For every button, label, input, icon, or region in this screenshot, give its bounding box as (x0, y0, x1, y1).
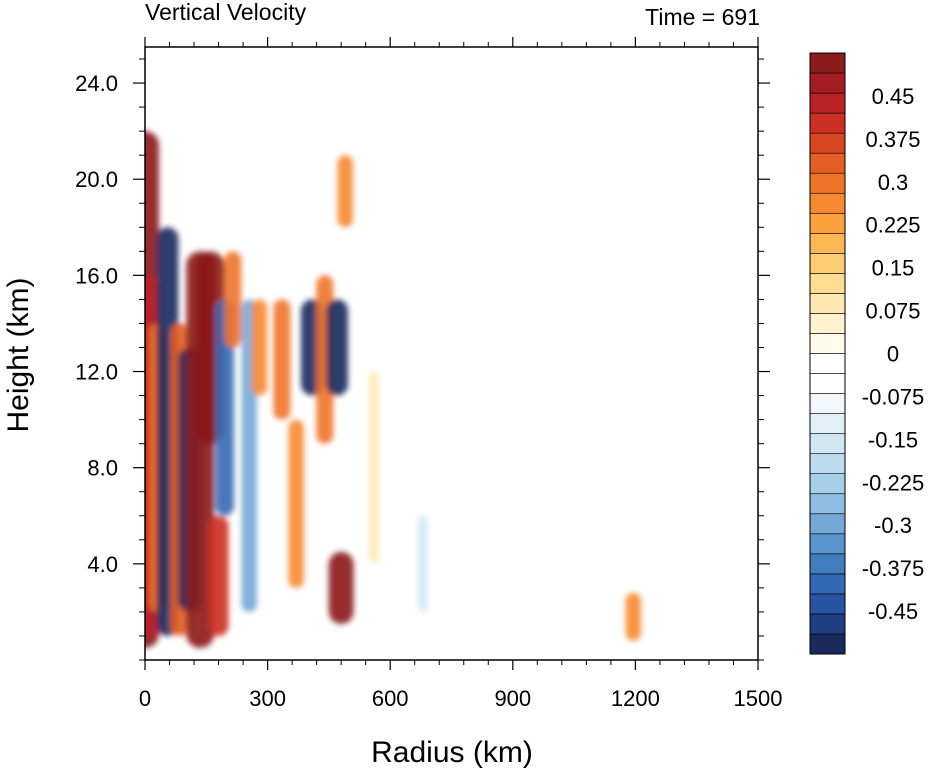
colorbar-swatch (809, 313, 846, 334)
colorbar-labels: 0.45 0.375 0.3 0.225 0.15 0.075 0 -0.075… (862, 84, 924, 624)
colorbar-swatch (809, 172, 846, 194)
y-tick-label: 24.0 (75, 71, 118, 96)
colorbar-label: 0.3 (878, 170, 909, 195)
x-tick-label: 900 (494, 686, 531, 711)
x-tick-label: 600 (372, 686, 409, 711)
colorbar-swatch (809, 52, 846, 74)
velocity-feature (208, 515, 229, 636)
colorbar-label: 0 (887, 342, 899, 367)
velocity-feature (368, 371, 379, 564)
colorbar-label: 0.375 (865, 127, 920, 152)
colorbar-swatch (809, 493, 846, 515)
y-tick-label: 20.0 (75, 167, 118, 192)
colorbar-swatch (809, 513, 846, 535)
colorbar-swatch (809, 433, 846, 454)
colorbar-swatch (809, 533, 846, 555)
velocity-feature (215, 299, 234, 516)
axis-ticks (133, 37, 770, 670)
y-tick-label: 4.0 (87, 552, 118, 577)
colorbar-label: -0.375 (862, 556, 924, 581)
colorbar-swatch (809, 192, 846, 214)
colorbar-swatch (809, 393, 846, 414)
colorbar-swatch (809, 573, 846, 595)
chart-title: Vertical Velocity (145, 0, 307, 25)
colorbar-swatch (809, 92, 846, 114)
plot-frame (144, 46, 759, 661)
y-tick-label: 12.0 (75, 360, 118, 385)
velocity-feature (288, 419, 304, 588)
plot-background (145, 47, 758, 660)
colorbar-label: -0.45 (868, 599, 918, 624)
velocity-feature (273, 299, 291, 420)
colorbar-label: -0.225 (862, 470, 924, 495)
velocity-field (145, 131, 642, 648)
colorbar-label: 0.075 (865, 299, 920, 324)
colorbar-swatch (809, 593, 846, 615)
colorbar-swatch (809, 553, 846, 575)
x-tick-label: 1500 (734, 686, 783, 711)
colorbar-swatch (809, 293, 846, 314)
colorbar-swatch (809, 453, 846, 474)
velocity-feature (251, 299, 268, 396)
velocity-feature (224, 251, 242, 348)
x-tick-labels: 0 300 600 900 1200 1500 (139, 686, 783, 711)
colorbar-swatch (809, 473, 846, 495)
time-label: Time = 691 (645, 4, 760, 30)
colorbar-swatch (809, 72, 846, 94)
colorbar-swatch (809, 132, 846, 154)
velocity-feature (418, 515, 428, 612)
colorbar-label: -0.3 (874, 513, 912, 538)
colorbar-label: 0.225 (865, 213, 920, 238)
colorbar-frame (809, 52, 846, 655)
y-tick-label: 16.0 (75, 263, 118, 288)
velocity-feature (337, 155, 353, 228)
y-axis-title: Height (km) (2, 277, 35, 432)
velocity-feature (328, 551, 354, 624)
colorbar-swatch (809, 152, 846, 174)
colorbar-label: -0.075 (862, 384, 924, 409)
colorbar-swatch (809, 212, 846, 234)
colorbar-label: 0.15 (872, 256, 915, 281)
colorbar-label: 0.45 (872, 84, 915, 109)
colorbar-swatch (809, 373, 846, 394)
colorbar-swatch (809, 253, 846, 274)
x-tick-label: 1200 (611, 686, 660, 711)
colorbar-swatch (809, 112, 846, 134)
colorbar-swatch (809, 333, 846, 354)
velocity-feature (625, 592, 642, 641)
x-axis-title: Radius (km) (371, 736, 533, 769)
y-tick-labels: 4.0 8.0 12.0 16.0 20.0 24.0 (75, 71, 118, 577)
colorbar-swatch (809, 273, 846, 294)
velocity-feature (326, 299, 348, 396)
colorbar (809, 52, 846, 655)
x-tick-label: 300 (249, 686, 286, 711)
colorbar-swatch (809, 353, 846, 374)
colorbar-swatch (809, 613, 846, 635)
colorbar-label: -0.15 (868, 427, 918, 452)
y-tick-label: 8.0 (87, 456, 118, 481)
colorbar-swatch (809, 633, 846, 655)
x-tick-label: 0 (139, 686, 151, 711)
colorbar-swatch (809, 233, 846, 254)
colorbar-swatch (809, 413, 846, 434)
